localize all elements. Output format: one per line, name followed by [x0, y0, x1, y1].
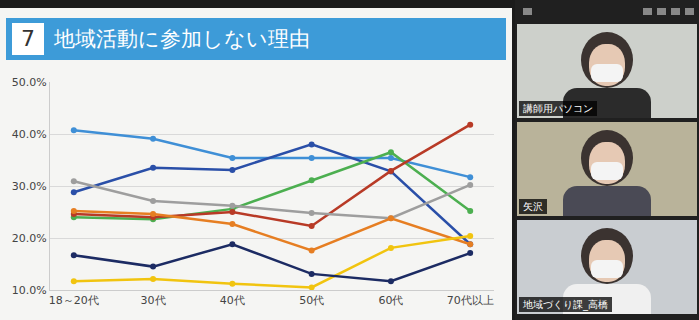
- svg-text:10.0%: 10.0%: [12, 284, 47, 297]
- svg-text:20.0%: 20.0%: [12, 232, 47, 245]
- svg-text:18～20代: 18～20代: [49, 294, 99, 307]
- html-text:矢沢: 矢沢: [523, 201, 543, 212]
- html-text:地域活動に参加しない理由: 地域活動に参加しない理由: [54, 27, 310, 51]
- svg-text:70代以上: 70代以上: [447, 294, 494, 307]
- svg-text:50代: 50代: [299, 294, 324, 307]
- html-text:講師用パソコン: 講師用パソコン: [523, 103, 593, 114]
- svg-text:30代: 30代: [141, 294, 166, 307]
- svg-text:50.0%: 50.0%: [12, 76, 47, 89]
- svg-text:40代: 40代: [220, 294, 245, 307]
- html-text:地域づくり課_高橋: 地域づくり課_高橋: [523, 299, 608, 310]
- html-text:7: 7: [21, 26, 35, 51]
- svg-text:60代: 60代: [378, 294, 403, 307]
- svg-text:30.0%: 30.0%: [12, 180, 47, 193]
- svg-text:40.0%: 40.0%: [12, 128, 47, 141]
